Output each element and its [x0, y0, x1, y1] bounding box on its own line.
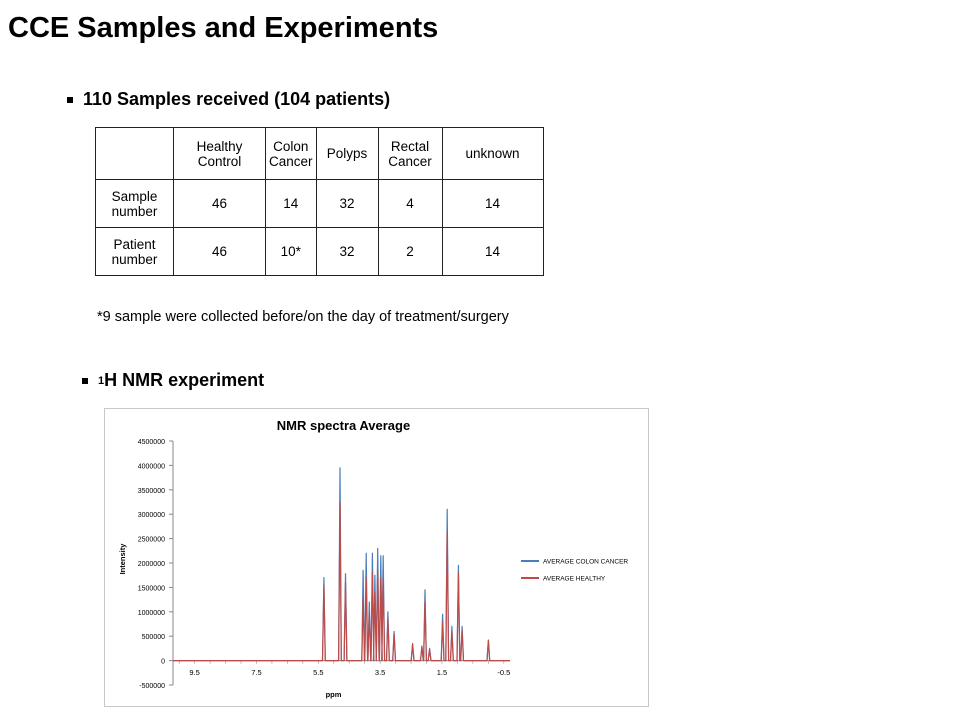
bullet-samples: 110 Samples received (104 patients): [67, 89, 390, 110]
slide-title: CCE Samples and Experiments: [8, 12, 439, 44]
bullet-square-icon: [82, 377, 88, 384]
table-cell: 10*: [265, 227, 317, 276]
table-cell: 2: [377, 227, 443, 276]
chart-title: NMR spectra Average: [277, 418, 410, 433]
x-tick-label: 9.5: [189, 668, 199, 677]
table-cell: 46: [173, 179, 266, 228]
table-header-cell: [95, 127, 174, 180]
table-header-cell: Polyps: [315, 127, 379, 180]
bullet-nmr-text: H NMR experiment: [104, 370, 265, 390]
samples-table: Healthy Control Colon Cancer Polyps Rect…: [95, 127, 544, 276]
table-row: Sample number 46 14 32 4 14: [95, 179, 544, 228]
x-tick-label: 3.5: [375, 668, 385, 677]
table-header-cell: Healthy Control: [173, 127, 266, 180]
bullet-samples-text: 110 Samples received (104 patients): [83, 89, 391, 109]
table-row-label: Patient number: [95, 227, 174, 276]
legend-label: AVERAGE HEALTHY: [543, 576, 606, 583]
y-tick-label: 1500000: [138, 585, 165, 592]
table-cell: 32: [315, 179, 379, 228]
y-tick-label: 3500000: [138, 488, 165, 495]
table-row-label: Sample number: [95, 179, 174, 228]
legend-label: AVERAGE COLON CANCER: [543, 559, 628, 566]
x-tick-label: 5.5: [313, 668, 323, 677]
table-cell: 46: [173, 227, 266, 276]
y-axis-label: Intensity: [118, 543, 127, 575]
table-header-cell: unknown: [441, 127, 544, 180]
footnote: *9 sample were collected before/on the d…: [97, 309, 509, 325]
table-cell: 32: [315, 227, 379, 276]
table-header-cell: Colon Cancer: [265, 127, 317, 180]
table-cell: 14: [441, 179, 544, 228]
y-tick-label: 4500000: [138, 439, 165, 446]
table-header-row: Healthy Control Colon Cancer Polyps Rect…: [95, 127, 544, 180]
table-header-cell: Rectal Cancer: [377, 127, 443, 180]
y-tick-label: 2000000: [138, 561, 165, 568]
y-tick-label: 3000000: [138, 512, 165, 519]
x-tick-label: -0.5: [497, 668, 510, 677]
bullet-nmr: 1 H NMR experiment: [82, 370, 264, 391]
nmr-chart-svg: NMR spectra Average 4500000 4000000 3500000…: [118, 418, 628, 699]
table-cell: 14: [441, 227, 544, 276]
bullet-square-icon: [67, 96, 73, 103]
nmr-chart: NMR spectra Average 4500000 4000000 3500000…: [104, 408, 649, 707]
x-tick-label: 1.5: [437, 668, 447, 677]
y-tick-label: 2500000: [138, 537, 165, 544]
table-row: Patient number 46 10* 32 2 14: [95, 227, 544, 276]
y-tick-label: 4000000: [138, 463, 165, 470]
x-tick-label: 7.5: [251, 668, 261, 677]
x-axis-label: ppm: [326, 690, 342, 699]
y-tick-label: 1000000: [138, 610, 165, 617]
table-cell: 14: [265, 179, 317, 228]
y-tick-label: -500000: [139, 683, 165, 690]
table-cell: 4: [377, 179, 443, 228]
y-tick-label: 500000: [142, 634, 165, 641]
series-line-healthy: [173, 501, 510, 662]
y-tick-label: 0: [161, 659, 165, 666]
